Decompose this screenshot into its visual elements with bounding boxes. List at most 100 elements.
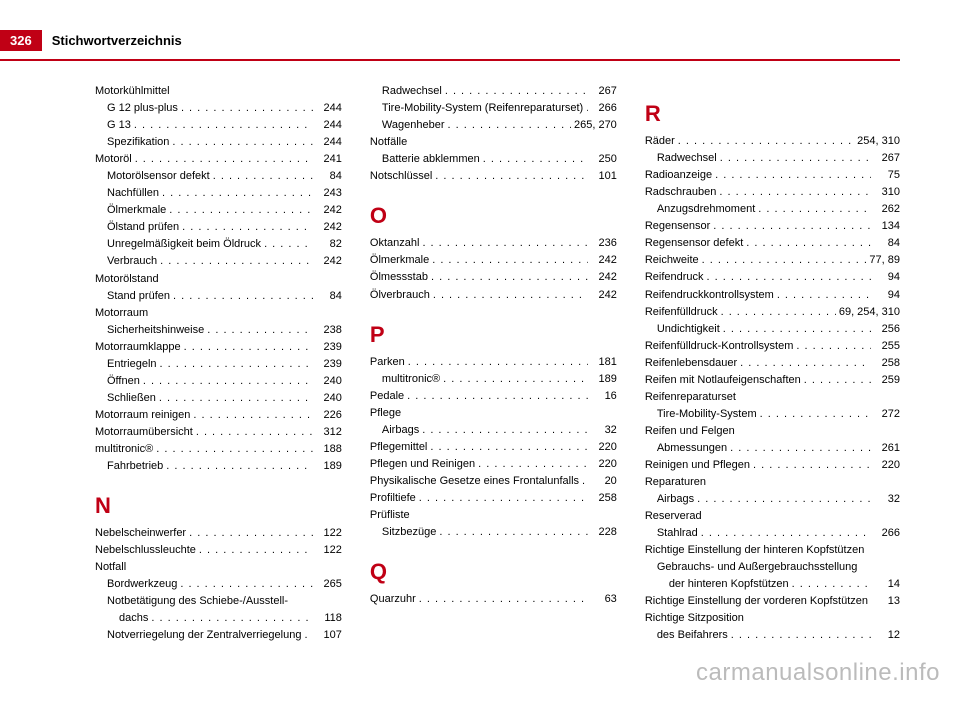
- entry-label: Wagenheber: [370, 117, 445, 134]
- entry-page: 272: [874, 406, 900, 423]
- dot-leader: [166, 458, 313, 475]
- dot-leader: [199, 542, 313, 559]
- dot-leader: [189, 525, 313, 542]
- index-entry: Ölstand prüfen242: [95, 219, 342, 236]
- index-entry: Reifenlebensdauer258: [645, 355, 900, 372]
- entry-label: Stand prüfen: [95, 288, 170, 305]
- entry-label: Tire-Mobility-System: [645, 406, 757, 423]
- dot-leader: [419, 490, 588, 507]
- entry-label: multitronic®: [370, 371, 440, 388]
- dot-leader: [796, 338, 871, 355]
- dot-leader: [713, 218, 871, 235]
- index-heading: Motorölstand: [95, 271, 342, 288]
- entry-page: 261: [874, 440, 900, 457]
- entry-page: 16: [591, 388, 617, 405]
- entry-label: Abmessungen: [645, 440, 727, 457]
- index-columns: MotorkühlmittelG 12 plus-plus244G 13244S…: [0, 83, 900, 645]
- index-entry: Richtige Einstellung der vorderen Kopfst…: [645, 593, 900, 610]
- entry-page: 12: [874, 627, 900, 644]
- entry-page: 84: [874, 235, 900, 252]
- entry-label: Airbags: [370, 422, 419, 439]
- entry-label: Notverriegelung der Zentralverriegelung: [95, 627, 301, 644]
- index-entry: G 12 plus-plus244: [95, 100, 342, 117]
- entry-page: 94: [874, 269, 900, 286]
- dot-leader: [304, 627, 312, 644]
- entry-page: 239: [316, 356, 342, 373]
- entry-page: 14: [874, 576, 900, 593]
- page-content: 326 Stichwortverzeichnis Motorkühlmittel…: [0, 0, 960, 645]
- index-entry: Entriegeln239: [95, 356, 342, 373]
- entry-page: 255: [874, 338, 900, 355]
- entry-label: Regensensor: [645, 218, 710, 235]
- entry-page: 242: [316, 253, 342, 270]
- dot-leader: [435, 168, 588, 185]
- entry-page: 240: [316, 390, 342, 407]
- dot-leader: [182, 219, 313, 236]
- index-heading: Richtige Sitzposition: [645, 610, 900, 627]
- index-entry: Motorraum reinigen226: [95, 407, 342, 424]
- entry-page: 134: [874, 218, 900, 235]
- index-entry: Airbags32: [645, 491, 900, 508]
- index-entry: Ölmerkmale242: [95, 202, 342, 219]
- index-heading: Reserverad: [645, 508, 900, 525]
- entry-label: Räder: [645, 133, 675, 150]
- index-entry: Radschrauben310: [645, 184, 900, 201]
- entry-label: Motorraum reinigen: [95, 407, 190, 424]
- entry-page: 32: [591, 422, 617, 439]
- dot-leader: [135, 151, 313, 168]
- index-entry: Airbags 32: [370, 422, 617, 439]
- entry-label: Tire-Mobility-System (Reifenreparaturset…: [370, 100, 583, 117]
- dot-leader: [758, 201, 871, 218]
- entry-page: 75: [874, 167, 900, 184]
- entry-page: 238: [316, 322, 342, 339]
- dot-leader: [483, 151, 588, 168]
- dot-leader: [159, 390, 313, 407]
- entry-page: 189: [316, 458, 342, 475]
- dot-leader: [196, 424, 313, 441]
- dot-leader: [753, 457, 871, 474]
- dot-leader: [431, 269, 588, 286]
- dot-leader: [156, 441, 313, 458]
- index-entry: Ölverbrauch242: [370, 287, 617, 304]
- index-entry: Oktanzahl236: [370, 235, 617, 252]
- dot-leader: [162, 185, 313, 202]
- index-entry: dachs118: [95, 610, 342, 627]
- dot-leader: [721, 304, 836, 321]
- entry-label: der hinteren Kopfstützen: [645, 576, 789, 593]
- index-entry: Tire-Mobility-System 272: [645, 406, 900, 423]
- index-entry: Ölmerkmale242: [370, 252, 617, 269]
- dot-leader: [586, 100, 588, 117]
- dot-leader: [582, 473, 588, 490]
- entry-label: Anzugsdrehmoment: [645, 201, 755, 218]
- entry-label: Reifenfülldruck: [645, 304, 718, 321]
- index-entry: Sitzbezüge228: [370, 524, 617, 541]
- index-subheading: Notbetätigung des Schiebe-/Ausstell-: [95, 593, 342, 610]
- dot-leader: [213, 168, 313, 185]
- entry-label: Reifendruckkontrollsystem: [645, 287, 774, 304]
- index-heading: Reparaturen: [645, 474, 900, 491]
- entry-page: 242: [316, 202, 342, 219]
- entry-label: Motorraumübersicht: [95, 424, 193, 441]
- index-entry: Motorraumübersicht312: [95, 424, 342, 441]
- index-entry: der hinteren Kopfstützen 14: [645, 576, 900, 593]
- index-entry: Pflegemittel220: [370, 439, 617, 456]
- entry-label: Oktanzahl: [370, 235, 420, 252]
- index-entry: Regensensor 134: [645, 218, 900, 235]
- entry-label: Ölstand prüfen: [95, 219, 179, 236]
- dot-leader: [181, 100, 313, 117]
- index-subheading: Gebrauchs- und Außergebrauchsstellung: [645, 559, 900, 576]
- dot-leader: [445, 83, 588, 100]
- index-entry: Stahlrad266: [645, 525, 900, 542]
- dot-leader: [408, 354, 588, 371]
- entry-label: Fahrbetrieb: [95, 458, 163, 475]
- entry-page: 220: [591, 439, 617, 456]
- dot-leader: [422, 422, 588, 439]
- entry-label: Quarzuhr: [370, 591, 416, 608]
- entry-page: 239: [316, 339, 342, 356]
- index-heading: Notfall: [95, 559, 342, 576]
- index-entry: Reifendruck94: [645, 269, 900, 286]
- dot-leader: [760, 406, 871, 423]
- column-2: Radwechsel267Tire-Mobility-System (Reife…: [370, 83, 617, 645]
- entry-label: Reichweite: [645, 252, 699, 269]
- index-entry: Undichtigkeit256: [645, 321, 900, 338]
